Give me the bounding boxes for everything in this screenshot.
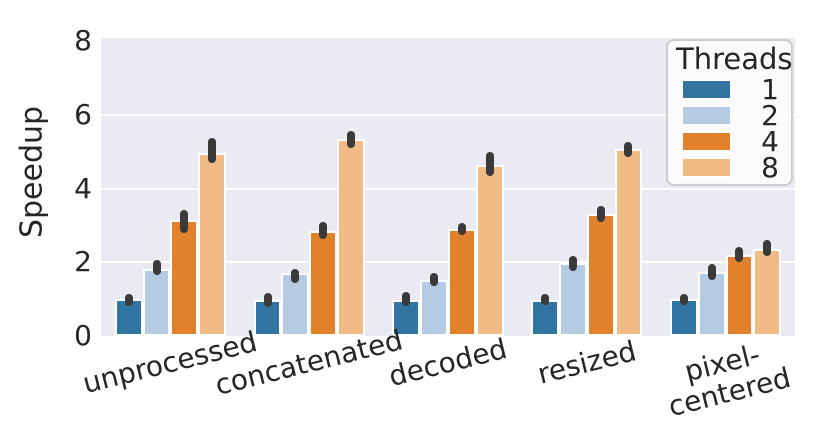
y-tick-label: 4 [74, 171, 92, 205]
error-bar [208, 138, 217, 164]
y-tick-label: 2 [74, 245, 92, 279]
x-tick-label: decoded [385, 331, 511, 394]
legend-swatch [681, 157, 732, 178]
error-bar [707, 263, 716, 280]
bar [614, 149, 643, 336]
bar [198, 152, 226, 336]
bar [142, 268, 171, 336]
error-bar [624, 141, 633, 157]
bar [253, 299, 282, 336]
bar [670, 299, 698, 336]
error-bar [402, 292, 411, 306]
error-bar [763, 240, 772, 256]
bar [420, 279, 448, 336]
legend-swatch [681, 79, 732, 100]
legend-title: Threads [676, 42, 793, 76]
bar [697, 272, 726, 336]
error-bar [152, 260, 161, 276]
bar [753, 249, 782, 336]
error-bar [346, 131, 355, 148]
error-bar [180, 209, 189, 233]
gridline [101, 187, 795, 190]
legend-entry: 2 [676, 99, 783, 132]
bar [336, 139, 365, 336]
error-bar [596, 206, 605, 223]
legend-entry: 1 [676, 73, 783, 106]
y-axis-label: Speedup [14, 105, 50, 239]
error-bar [457, 222, 466, 235]
y-tick-label: 8 [74, 24, 92, 57]
bar [725, 255, 754, 336]
legend-swatch [681, 131, 732, 152]
error-bar [263, 293, 272, 307]
error-bar [319, 221, 328, 240]
y-tick-label: 6 [74, 97, 92, 131]
error-bar [430, 272, 439, 287]
error-bar [735, 246, 744, 263]
bar [531, 299, 560, 336]
legend-entry: 8 [676, 151, 783, 184]
bar [392, 299, 421, 336]
legend-entry: 4 [676, 125, 783, 158]
bar [475, 164, 504, 336]
bar [309, 231, 337, 336]
bar [559, 263, 587, 336]
bar [170, 220, 199, 336]
legend-entry-label: 1 [761, 73, 779, 106]
error-bar [485, 152, 494, 176]
error-bar [679, 294, 688, 305]
bar [586, 213, 615, 336]
error-bar [568, 256, 577, 272]
legend-entry-label: 8 [761, 151, 779, 184]
legend-entry-label: 2 [761, 99, 779, 132]
error-bar [291, 268, 300, 283]
legend-swatch [681, 105, 732, 126]
error-bar [124, 293, 133, 306]
x-tick-label: resized [534, 334, 640, 391]
gridline [101, 113, 795, 116]
bar [281, 273, 310, 336]
bar [448, 228, 476, 336]
y-tick-label: 0 [74, 319, 92, 352]
error-bar [541, 293, 550, 306]
x-tick-label: pixel- centered [664, 337, 794, 424]
legend-entry-label: 4 [761, 125, 779, 158]
